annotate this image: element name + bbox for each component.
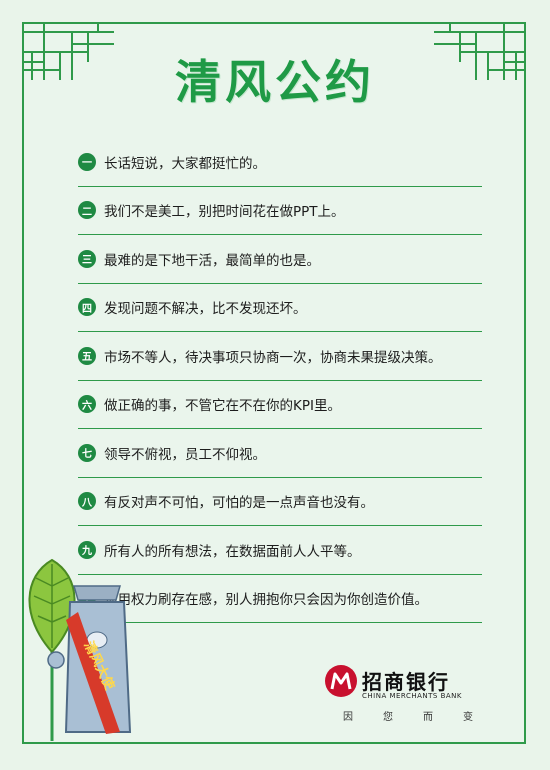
rule-number-badge: 一 (78, 152, 96, 171)
rule-item: 八有反对声不可怕，可怕的是一点声音也没有。 (78, 478, 482, 526)
bank-slogan-char: 而 (423, 712, 433, 723)
bank-logo-icon (325, 665, 357, 697)
rule-text: 别用权力刷存在感，别人拥抱你只会因为你创造价值。 (104, 592, 428, 609)
rule-item: 七领导不俯视，员工不仰视。 (78, 429, 482, 478)
rule-item: 三最难的是下地干活，最简单的也是。 (78, 235, 482, 284)
bank-slogan-char: 因 (343, 712, 353, 723)
rule-number-badge: 六 (78, 395, 96, 414)
rule-item: 五市场不等人，待决事项只协商一次，协商未果提级决策。 (78, 332, 482, 381)
bank-logo-block: 招商银行 CHINA MERCHANTS BANK 因 您 而 变 (320, 664, 500, 724)
rule-item: 二我们不是美工，别把时间花在做PPT上。 (78, 187, 482, 235)
rule-number-badge: 三 (78, 249, 96, 268)
poster-title: 清风公约 (175, 55, 375, 109)
lattice-ornament-left (22, 22, 114, 80)
bank-name: 招商银行 (362, 670, 450, 694)
rule-text: 我们不是美工，别把时间花在做PPT上。 (104, 204, 345, 221)
rule-text: 长话短说，大家都挺忙的。 (104, 155, 266, 172)
rule-item: 九所有人的所有想法，在数据面前人人平等。 (78, 526, 482, 575)
rule-number-badge: 四 (78, 298, 96, 317)
rule-number-badge: 七 (78, 443, 96, 462)
rule-item: 一长话短说，大家都挺忙的。 (78, 138, 482, 187)
rule-text: 领导不俯视，员工不仰视。 (104, 446, 266, 463)
mascot-illustration: 清风大使 (28, 558, 132, 741)
rule-item: 六做正确的事，不管它在不在你的KPI里。 (78, 381, 482, 429)
rule-number-badge: 八 (78, 492, 96, 511)
rule-text: 做正确的事，不管它在不在你的KPI里。 (104, 398, 341, 415)
rule-text: 所有人的所有想法，在数据面前人人平等。 (104, 543, 361, 560)
rule-number-badge: 九 (78, 540, 96, 559)
rules-list: 一长话短说，大家都挺忙的。二我们不是美工，别把时间花在做PPT上。三最难的是下地… (78, 138, 482, 623)
rule-text: 最难的是下地干活，最简单的也是。 (104, 252, 320, 269)
bank-slogan-char: 变 (463, 712, 473, 723)
rule-number-badge: 五 (78, 346, 96, 365)
lattice-ornament-right (434, 22, 526, 80)
bank-slogan-char: 您 (383, 712, 393, 723)
rule-number-badge: 二 (78, 201, 96, 220)
rule-text: 有反对声不可怕，可怕的是一点声音也没有。 (104, 495, 374, 512)
bank-english-name: CHINA MERCHANTS BANK (362, 692, 462, 700)
rule-item: 四发现问题不解决，比不发现还坏。 (78, 284, 482, 332)
rule-text: 市场不等人，待决事项只协商一次，协商未果提级决策。 (104, 349, 442, 366)
rule-text: 发现问题不解决，比不发现还坏。 (104, 301, 307, 318)
bank-slogan: 因 您 而 变 (328, 708, 488, 723)
